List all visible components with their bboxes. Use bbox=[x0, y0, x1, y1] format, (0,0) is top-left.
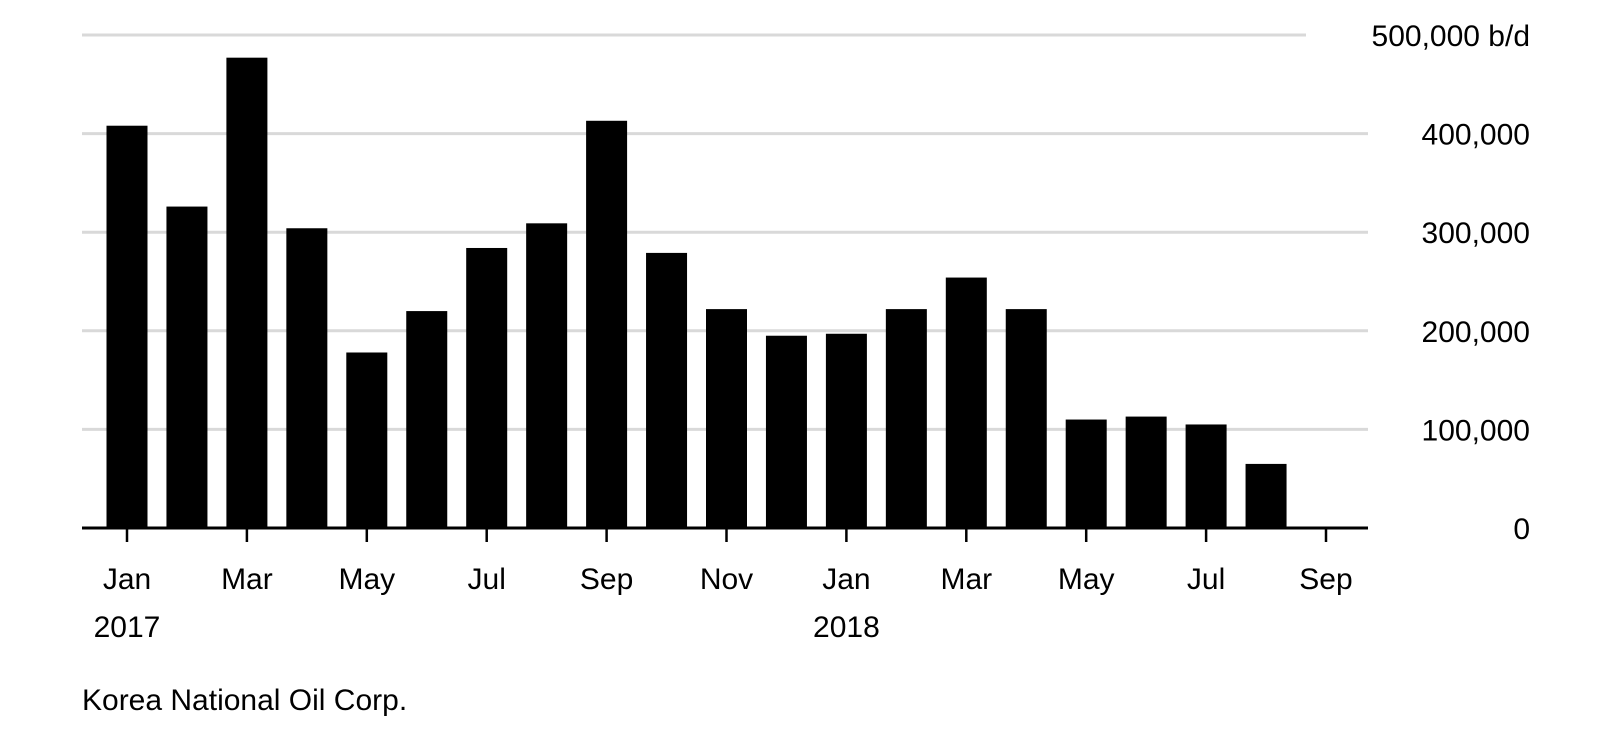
x-tick-label: Jan bbox=[103, 563, 151, 596]
bar bbox=[226, 57, 268, 528]
bar bbox=[1005, 309, 1047, 528]
bar bbox=[1185, 424, 1227, 528]
bar bbox=[706, 309, 747, 528]
bar bbox=[1245, 463, 1287, 528]
x-tick-label: Jul bbox=[1187, 563, 1225, 596]
bar bbox=[286, 228, 328, 529]
bar bbox=[406, 311, 448, 528]
x-tick-label: Jul bbox=[468, 563, 506, 596]
bar bbox=[1125, 416, 1167, 528]
bar bbox=[945, 277, 987, 528]
bar bbox=[106, 125, 148, 528]
x-tick-label: Mar bbox=[221, 563, 273, 596]
bar bbox=[885, 309, 927, 528]
x-tick-year-label: 2017 bbox=[94, 611, 161, 644]
x-tick-label: May bbox=[1058, 563, 1115, 596]
x-tick-label: Nov bbox=[700, 563, 753, 596]
y-tick-label: 500,000 b/d bbox=[1372, 20, 1530, 53]
y-tick-label: 300,000 bbox=[1422, 217, 1530, 250]
bar bbox=[586, 120, 628, 529]
y-tick-label: 100,000 bbox=[1422, 414, 1530, 447]
x-tick-year-label: 2018 bbox=[813, 611, 880, 644]
bar bbox=[646, 252, 688, 528]
x-tick-label: May bbox=[338, 563, 395, 596]
bar bbox=[166, 206, 208, 528]
x-tick-label: Jan bbox=[822, 563, 870, 596]
bar bbox=[526, 223, 568, 529]
bar bbox=[765, 335, 807, 528]
bar bbox=[346, 352, 388, 528]
bar bbox=[466, 247, 508, 528]
x-tick-label: Mar bbox=[940, 563, 992, 596]
y-tick-label: 0 bbox=[1513, 513, 1530, 546]
x-tick-label: Sep bbox=[580, 563, 633, 596]
bar bbox=[825, 333, 867, 528]
source-note: Korea National Oil Corp. bbox=[82, 684, 408, 717]
y-tick-label: 200,000 bbox=[1422, 316, 1530, 349]
bar bbox=[1065, 419, 1107, 528]
bar-chart: 0 100,000 200,000 300,000 400,000 500,000 b/d… bbox=[82, 20, 1530, 644]
y-tick-label: 400,000 bbox=[1422, 119, 1530, 152]
x-tick-label: Sep bbox=[1299, 563, 1352, 596]
